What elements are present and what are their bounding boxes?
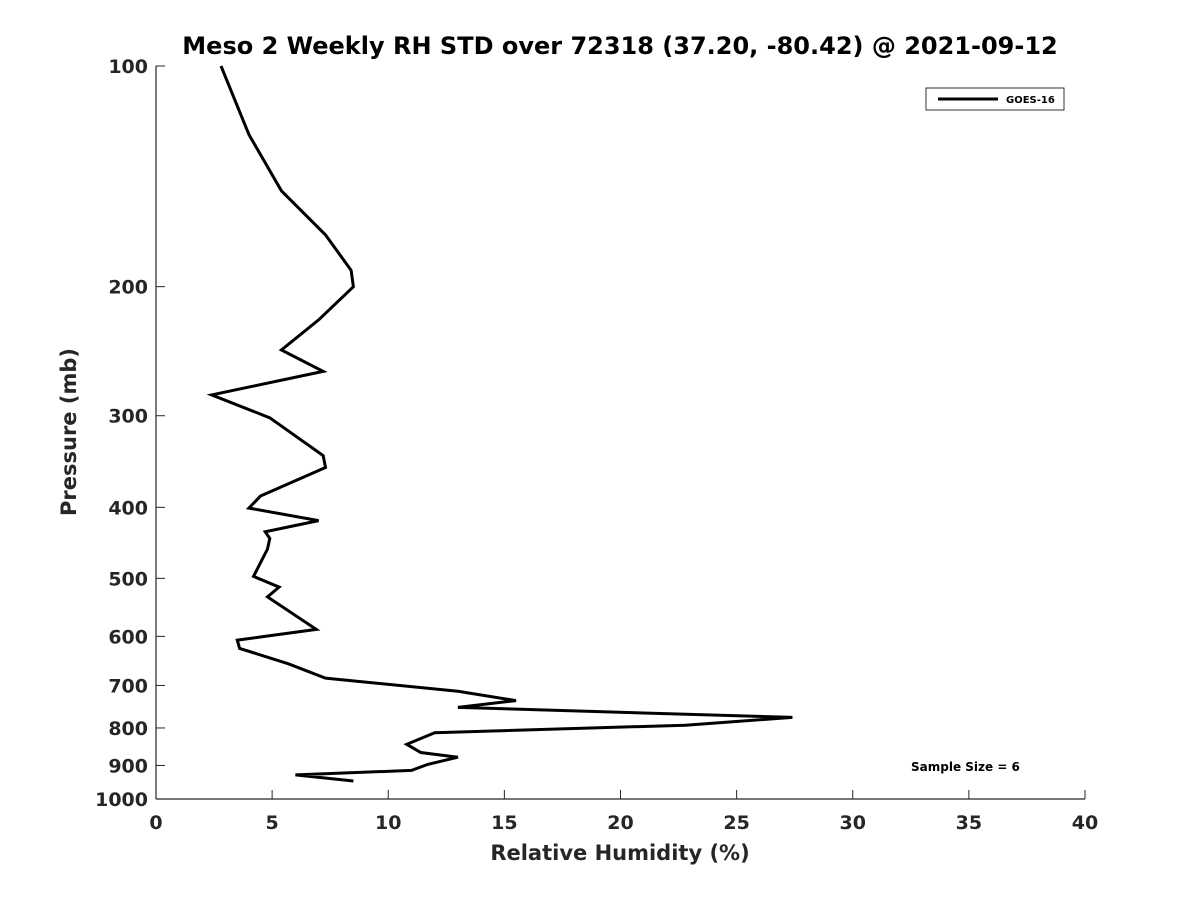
plot-area: 0 5 10 15 20 25 30 35 40 100 200 300 400 500 600 700 80… xyxy=(95,56,1098,834)
y-tick-label: 600 xyxy=(108,626,148,648)
y-tick-label: 1000 xyxy=(95,789,148,811)
x-axis-label: Relative Humidity (%) xyxy=(490,841,749,865)
x-tick-label: 15 xyxy=(491,812,517,834)
x-tick-label: 5 xyxy=(266,812,279,834)
y-axis-ticks: 100 200 300 400 500 600 700 800 900 1000 xyxy=(95,56,165,811)
y-tick-label: 500 xyxy=(108,568,148,590)
x-tick-label: 30 xyxy=(840,812,866,834)
y-tick-label: 400 xyxy=(108,497,148,519)
x-tick-label: 40 xyxy=(1072,812,1098,834)
legend: GOES-16 xyxy=(925,87,1065,111)
sample-size-annotation: Sample Size = 6 xyxy=(911,760,1020,774)
x-tick-label: 20 xyxy=(607,812,633,834)
y-tick-label: 100 xyxy=(108,56,148,78)
y-tick-label: 900 xyxy=(108,755,148,777)
chart-title: Meso 2 Weekly RH STD over 72318 (37.20, … xyxy=(182,32,1057,60)
y-axis-label: Pressure (mb) xyxy=(57,348,81,516)
x-axis-ticks: 0 5 10 15 20 25 30 35 40 xyxy=(149,790,1098,834)
y-tick-label: 800 xyxy=(108,718,148,740)
y-tick-label: 300 xyxy=(108,406,148,428)
y-tick-label: 200 xyxy=(108,277,148,299)
x-tick-label: 35 xyxy=(956,812,982,834)
x-tick-label: 25 xyxy=(723,812,749,834)
x-tick-label: 0 xyxy=(149,812,162,834)
series-line-goes16 xyxy=(206,65,793,783)
x-tick-label: 10 xyxy=(375,812,401,834)
y-tick-label: 700 xyxy=(108,675,148,697)
legend-label: GOES-16 xyxy=(1006,95,1055,106)
